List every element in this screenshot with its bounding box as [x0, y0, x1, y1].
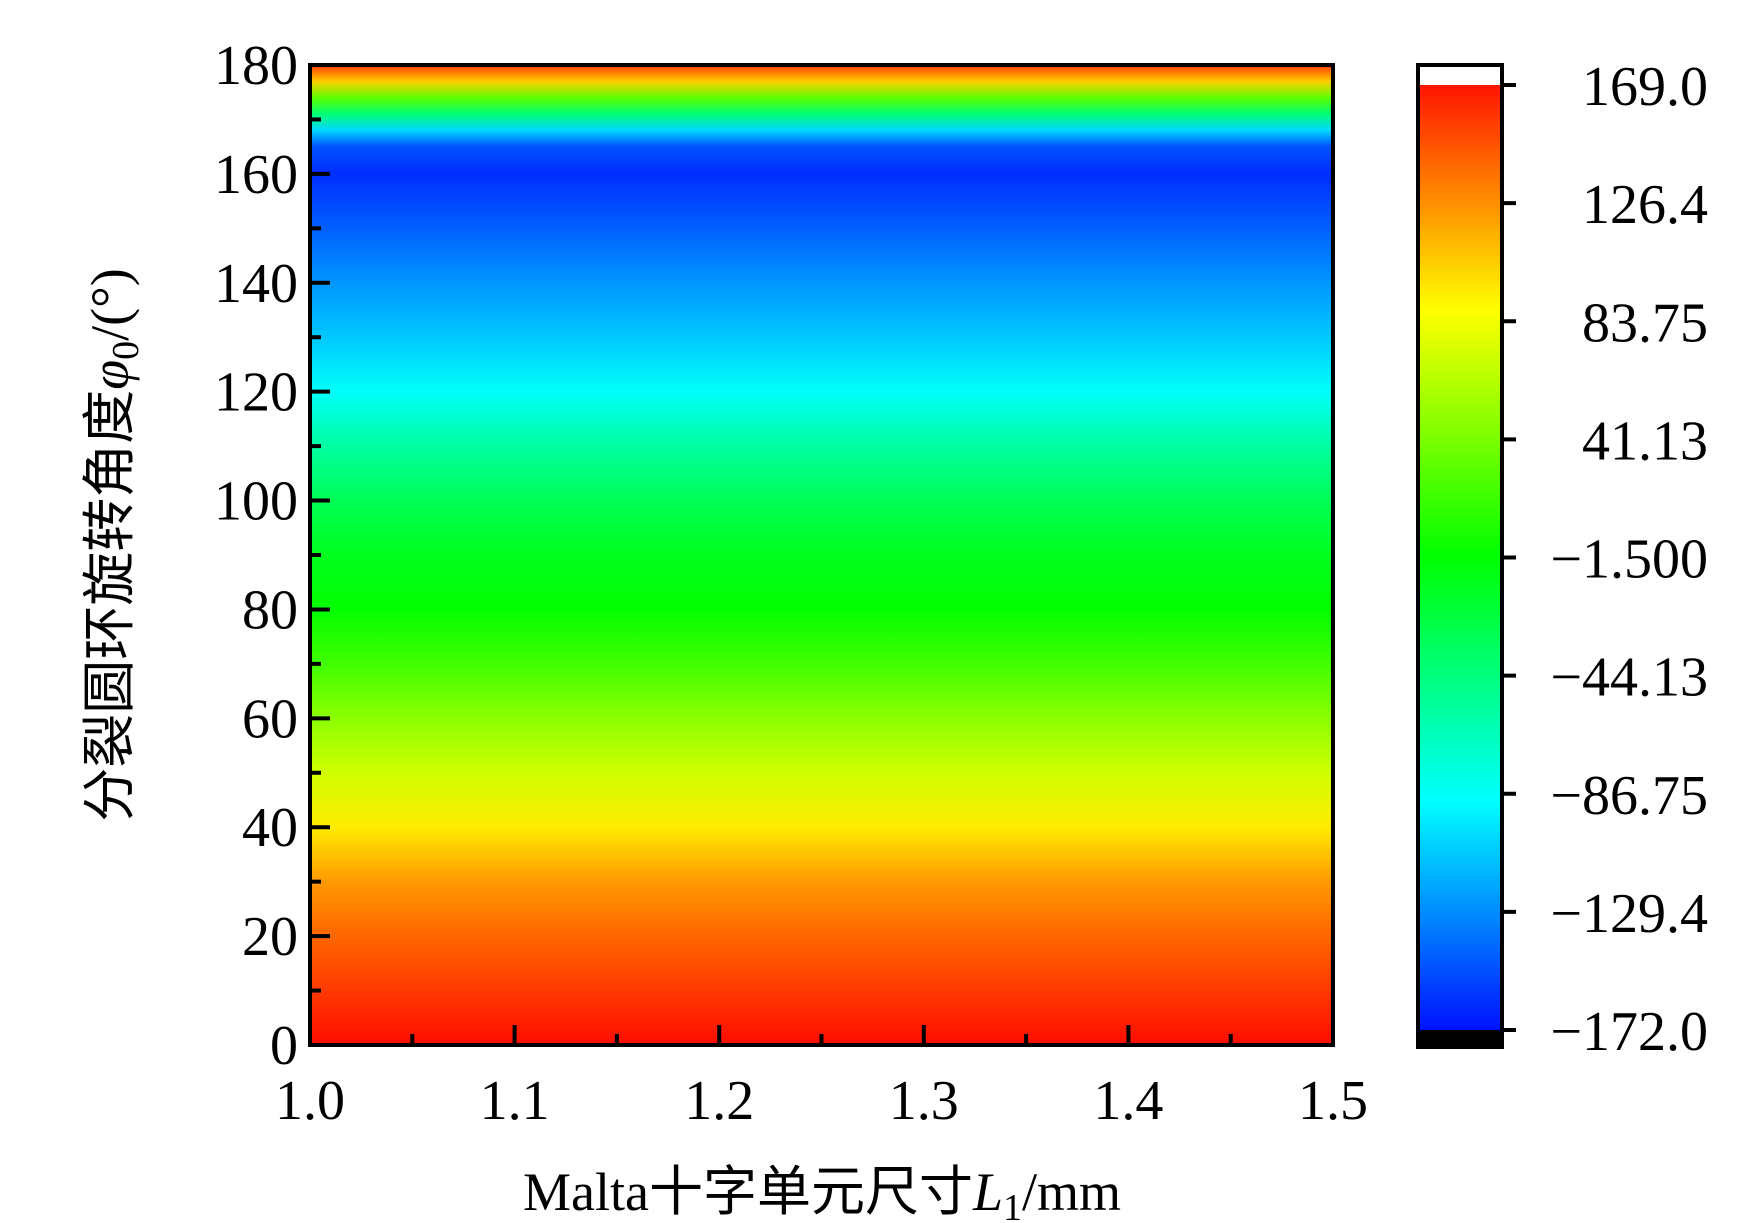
y-tick-label: 0 — [270, 1015, 298, 1077]
y-axis-title: 分裂圆环旋转角度φ0/(°) — [78, 268, 147, 821]
y-axis-ticks: 0 20 40 60 80 100 120 140 160 180 — [214, 35, 330, 1077]
colorbar-tick-label: 41.13 — [1582, 410, 1708, 472]
colorbar-tick-label: −44.13 — [1550, 647, 1708, 709]
x-tick-label: 1.1 — [480, 1070, 550, 1132]
colorbar-tick-label: −172.0 — [1550, 1001, 1708, 1063]
y-tick-label: 180 — [214, 35, 298, 97]
colorbar-tick-label: −86.75 — [1550, 765, 1708, 827]
x-tick-label: 1.5 — [1298, 1070, 1368, 1132]
colorbar-tick-label: 83.75 — [1582, 292, 1708, 354]
colorbar-ticks: 169.0 126.4 83.75 41.13 −1.500 −44.13 −86.75 −1… — [1502, 56, 1708, 1063]
contour-plot-area — [310, 65, 1333, 1045]
colorbar-tick-label: −1.500 — [1550, 529, 1708, 591]
x-axis-ticks: 1.0 1.1 1.2 1.3 1.4 1.5 — [275, 1025, 1368, 1132]
y-tick-label: 120 — [214, 362, 298, 424]
colorbar-bottom-black — [1418, 1030, 1502, 1047]
x-tick-label: 1.4 — [1093, 1070, 1163, 1132]
y-tick-label: 20 — [242, 906, 298, 968]
x-tick-label: 1.2 — [684, 1070, 754, 1132]
y-tick-label: 160 — [214, 144, 298, 206]
x-axis-title: Malta十字单元尺寸L1/mm — [523, 1162, 1121, 1223]
colorbar-tick-label: 126.4 — [1582, 174, 1708, 236]
y-tick-label: 100 — [214, 471, 298, 533]
colorbar-top-white — [1418, 65, 1502, 85]
y-tick-label: 140 — [214, 253, 298, 315]
y-tick-label: 60 — [242, 688, 298, 750]
colorbar-tick-label: 169.0 — [1582, 56, 1708, 118]
colorbar-tick-label: −129.4 — [1550, 883, 1708, 945]
y-tick-label: 80 — [242, 579, 298, 641]
colorbar — [1418, 65, 1502, 1047]
y-tick-label: 40 — [242, 797, 298, 859]
x-tick-label: 1.0 — [275, 1070, 345, 1132]
x-tick-label: 1.3 — [889, 1070, 959, 1132]
